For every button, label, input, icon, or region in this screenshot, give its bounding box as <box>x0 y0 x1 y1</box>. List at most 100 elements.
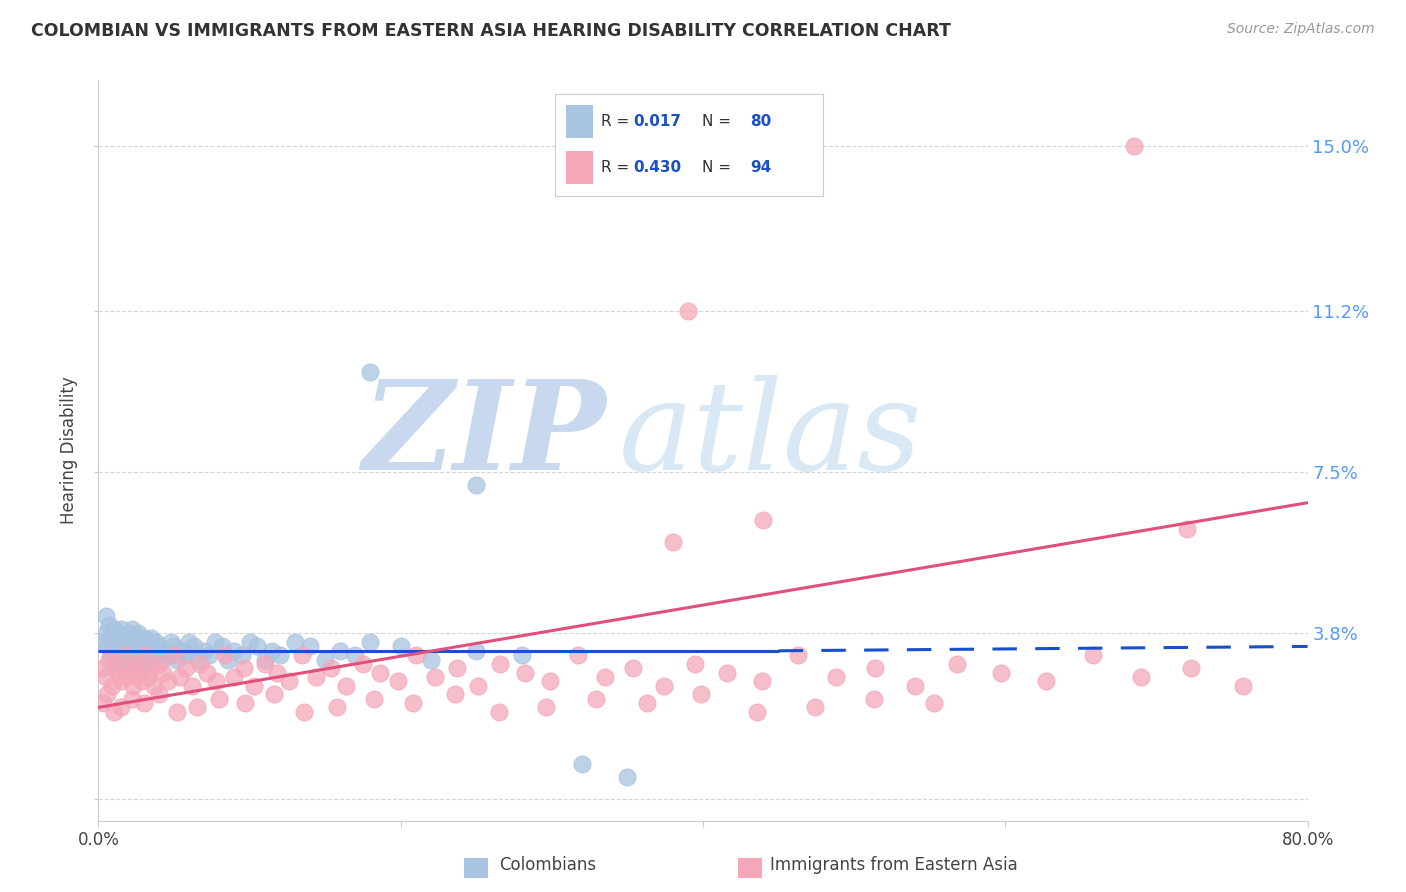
Point <box>534 700 557 714</box>
Point <box>676 304 699 318</box>
Point <box>284 635 307 649</box>
Point <box>94 670 117 684</box>
Point <box>112 652 135 666</box>
Text: 80: 80 <box>751 114 772 128</box>
Point <box>405 648 427 662</box>
Point <box>114 631 136 645</box>
Point <box>187 652 209 666</box>
Point <box>134 635 156 649</box>
Point <box>142 644 165 658</box>
Point <box>107 626 129 640</box>
Point <box>277 674 299 689</box>
Point <box>103 644 125 658</box>
Point <box>131 674 153 689</box>
Point <box>135 648 157 662</box>
Point <box>291 648 314 662</box>
Point <box>108 644 131 658</box>
Point <box>990 665 1012 680</box>
Point <box>243 679 266 693</box>
Point <box>253 652 276 666</box>
Point <box>104 652 127 666</box>
Text: atlas: atlas <box>619 375 922 497</box>
Point <box>104 657 127 671</box>
Point <box>94 626 117 640</box>
Point <box>128 665 150 680</box>
Point <box>98 617 121 632</box>
Point <box>585 691 607 706</box>
Point <box>567 648 589 662</box>
Point <box>170 644 193 658</box>
Point <box>115 670 138 684</box>
Point <box>217 652 239 666</box>
Point <box>195 665 218 680</box>
Point <box>91 696 114 710</box>
Point <box>465 644 488 658</box>
Point <box>98 652 121 666</box>
Point <box>538 674 561 689</box>
Text: N =: N = <box>703 114 737 128</box>
Point <box>652 679 675 693</box>
Point <box>326 700 349 714</box>
Point <box>1081 648 1104 662</box>
Point <box>344 648 367 662</box>
Point <box>101 631 124 645</box>
Point <box>110 648 132 662</box>
Point <box>269 648 291 662</box>
Point <box>125 640 148 654</box>
Point <box>100 648 122 662</box>
Point <box>314 652 336 666</box>
Point <box>352 657 374 671</box>
Point <box>111 635 134 649</box>
Point <box>661 535 683 549</box>
Text: N =: N = <box>703 160 737 175</box>
Point <box>110 622 132 636</box>
Point <box>1232 679 1254 693</box>
Point <box>132 696 155 710</box>
Point <box>716 665 738 680</box>
Point <box>389 640 412 654</box>
Point <box>186 700 208 714</box>
Point <box>489 657 512 671</box>
Point <box>488 705 510 719</box>
Point <box>751 674 773 689</box>
Y-axis label: Hearing Disability: Hearing Disability <box>60 376 79 524</box>
Point <box>263 687 285 701</box>
Point <box>231 648 253 662</box>
Point <box>105 657 128 671</box>
Point <box>143 648 166 662</box>
Text: Colombians: Colombians <box>499 856 596 874</box>
Text: R =: R = <box>600 160 634 175</box>
Point <box>360 365 382 379</box>
Point <box>420 652 443 666</box>
Point <box>636 696 658 710</box>
Point <box>211 640 233 654</box>
FancyBboxPatch shape <box>567 105 593 137</box>
Text: ZIP: ZIP <box>363 375 606 497</box>
Point <box>444 687 467 701</box>
Text: Immigrants from Eastern Asia: Immigrants from Eastern Asia <box>770 856 1018 874</box>
Point <box>363 691 385 706</box>
Point <box>122 679 145 693</box>
Point <box>239 635 262 649</box>
Point <box>368 665 391 680</box>
Text: 0.430: 0.430 <box>633 160 681 175</box>
Point <box>148 640 170 654</box>
Text: COLOMBIAN VS IMMIGRANTS FROM EASTERN ASIA HEARING DISABILITY CORRELATION CHART: COLOMBIAN VS IMMIGRANTS FROM EASTERN ASI… <box>31 22 950 40</box>
Point <box>305 670 328 684</box>
Point <box>1175 522 1198 536</box>
Text: 0.017: 0.017 <box>633 114 681 128</box>
Point <box>865 661 887 675</box>
Point <box>129 652 152 666</box>
Point <box>233 696 256 710</box>
Point <box>922 696 945 710</box>
Point <box>150 652 173 666</box>
Point <box>112 648 135 662</box>
Point <box>685 657 707 671</box>
Text: 94: 94 <box>751 160 772 175</box>
Point <box>128 635 150 649</box>
Point <box>136 670 159 684</box>
Point <box>387 674 409 689</box>
Point <box>204 635 226 649</box>
Point <box>690 687 713 701</box>
Point <box>266 665 288 680</box>
